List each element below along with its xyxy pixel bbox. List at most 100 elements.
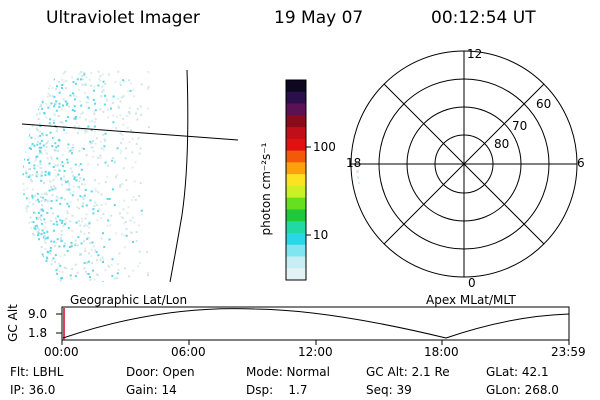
- aurora-speck: [125, 147, 128, 150]
- aurora-speck: [37, 105, 40, 108]
- aurora-speck: [25, 175, 28, 178]
- aurora-speck: [41, 208, 44, 211]
- aurora-speck: [71, 230, 74, 233]
- aurora-speck: [29, 178, 32, 181]
- polar-diagonal-2: [383, 83, 545, 245]
- aurora-speck: [28, 167, 31, 170]
- aurora-speck: [134, 161, 137, 164]
- aurora-speck: [70, 244, 73, 247]
- aurora-speck: [49, 220, 52, 223]
- aurora-speck: [94, 102, 97, 105]
- aurora-speck: [125, 179, 128, 181]
- aurora-speck: [129, 106, 132, 109]
- aurora-speck: [49, 246, 52, 249]
- aurora-speck: [72, 81, 75, 84]
- aurora-speck: [63, 223, 66, 226]
- aurora-speck: [115, 127, 118, 130]
- aurora-speck: [74, 163, 77, 166]
- aurora-speck: [46, 235, 49, 238]
- aurora-speck: [58, 245, 61, 248]
- aurora-speck: [119, 152, 122, 155]
- aurora-speck: [25, 197, 28, 200]
- aurora-speck: [63, 129, 66, 132]
- aurora-speck: [74, 117, 77, 120]
- aurora-speck: [59, 202, 62, 205]
- aurora-speck: [126, 189, 129, 191]
- aurora-speck: [27, 221, 30, 224]
- aurora-speck: [48, 171, 51, 174]
- aurora-speck: [36, 97, 39, 100]
- aurora-speck: [129, 82, 132, 85]
- aurora-speck: [84, 118, 87, 121]
- aurora-speck: [24, 110, 27, 113]
- aurora-speck: [57, 267, 60, 270]
- aurora-speck: [39, 131, 41, 133]
- aurora-speck: [43, 231, 46, 234]
- aurora-speck: [57, 150, 60, 152]
- aurora-speck: [125, 228, 128, 231]
- aurora-speck: [102, 110, 105, 113]
- aurora-speck: [99, 79, 102, 82]
- aurora-speck: [112, 95, 115, 98]
- colorbar-cell: [286, 256, 306, 269]
- aurora-speck: [146, 107, 149, 110]
- aurora-speck: [88, 120, 91, 123]
- lat-label-60: 60: [536, 97, 552, 111]
- aurora-speck: [61, 121, 64, 124]
- colorbar-label: photon cm⁻²s⁻¹: [259, 142, 273, 236]
- aurora-speck: [95, 204, 98, 207]
- aurora-speck: [91, 155, 94, 158]
- orbit-panel: [56, 306, 570, 345]
- aurora-speck: [60, 239, 63, 242]
- aurora-speck: [37, 118, 40, 120]
- aurora-speck: [36, 198, 39, 201]
- aurora-speck: [73, 176, 76, 179]
- aurora-speck: [53, 136, 56, 139]
- aurora-speck: [135, 143, 138, 145]
- aurora-speck: [138, 152, 141, 155]
- aurora-speck: [38, 122, 41, 125]
- aurora-speck: [79, 100, 82, 103]
- mode-info: Mode: Normal: [246, 365, 330, 379]
- aurora-speck: [117, 269, 120, 271]
- aurora-speck: [68, 183, 71, 186]
- aurora-speck: [122, 167, 125, 170]
- aurora-speck: [94, 187, 97, 190]
- aurora-speck: [94, 142, 97, 145]
- orbit-left-title: Geographic Lat/Lon: [70, 293, 188, 307]
- aurora-speck: [120, 233, 123, 236]
- aurora-speck: [77, 88, 80, 91]
- instrument-title: Ultraviolet Imager: [46, 8, 200, 28]
- aurora-speck: [119, 183, 122, 186]
- aurora-speck: [57, 197, 60, 200]
- aurora-speck: [60, 222, 63, 224]
- aurora-speck: [107, 108, 110, 111]
- aurora-speck: [67, 143, 70, 146]
- aurora-speck: [116, 263, 119, 266]
- aurora-speck: [87, 236, 89, 239]
- aurora-speck: [82, 178, 85, 181]
- aurora-speck: [46, 157, 49, 160]
- aurora-speck: [56, 127, 59, 130]
- aurora-speck: [106, 99, 109, 102]
- aurora-speck: [64, 87, 67, 90]
- aurora-speck: [76, 206, 79, 209]
- aurora-speck: [31, 180, 33, 183]
- aurora-speck: [82, 197, 85, 200]
- aurora-speck: [36, 171, 38, 174]
- aurora-speck: [29, 216, 32, 219]
- aurora-speck: [81, 217, 83, 220]
- aurora-speck: [27, 176, 30, 179]
- aurora-speck: [90, 129, 93, 132]
- aurora-speck: [43, 200, 46, 203]
- aurora-speck: [115, 176, 117, 179]
- aurora-speck: [81, 205, 84, 208]
- aurora-speck: [60, 179, 63, 182]
- aurora-speck: [31, 143, 34, 145]
- aurora-speck: [104, 202, 107, 205]
- aurora-speck: [139, 105, 142, 108]
- aurora-speck: [139, 147, 142, 150]
- aurora-speck: [52, 223, 55, 226]
- aurora-speck: [147, 126, 150, 129]
- aurora-speck: [112, 156, 115, 159]
